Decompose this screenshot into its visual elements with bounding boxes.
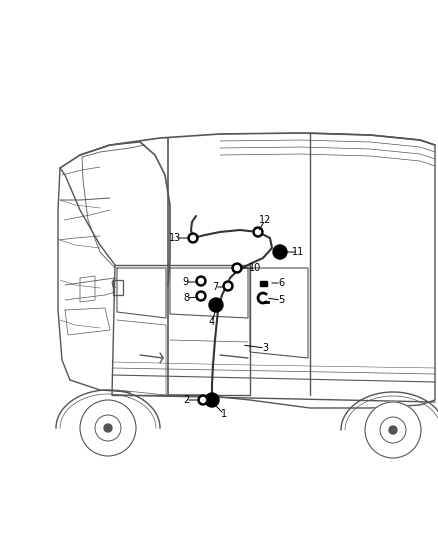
- Circle shape: [188, 233, 198, 243]
- Text: 1: 1: [221, 409, 227, 419]
- Circle shape: [198, 294, 204, 298]
- Circle shape: [223, 281, 233, 291]
- Text: 4: 4: [209, 317, 215, 327]
- Circle shape: [205, 393, 219, 407]
- Circle shape: [253, 227, 263, 237]
- Text: 7: 7: [212, 282, 218, 292]
- Circle shape: [104, 424, 112, 432]
- Text: 13: 13: [169, 233, 181, 243]
- Circle shape: [198, 395, 208, 405]
- Circle shape: [234, 265, 240, 271]
- Text: 5: 5: [278, 295, 284, 305]
- Text: 9: 9: [182, 277, 188, 287]
- Circle shape: [209, 298, 223, 312]
- Circle shape: [226, 284, 230, 288]
- Circle shape: [232, 263, 242, 273]
- Text: 12: 12: [259, 215, 271, 225]
- Text: 3: 3: [262, 343, 268, 353]
- Circle shape: [80, 400, 136, 456]
- Circle shape: [365, 402, 421, 458]
- Circle shape: [201, 398, 205, 402]
- Bar: [260, 281, 267, 286]
- Text: 11: 11: [292, 247, 304, 257]
- Text: 6: 6: [278, 278, 284, 288]
- Circle shape: [255, 230, 261, 235]
- Circle shape: [196, 291, 206, 301]
- Text: 10: 10: [249, 263, 261, 273]
- Circle shape: [389, 426, 397, 434]
- Text: 2: 2: [183, 395, 189, 405]
- Circle shape: [196, 276, 206, 286]
- Circle shape: [273, 245, 287, 259]
- Circle shape: [191, 236, 195, 240]
- Text: 8: 8: [183, 293, 189, 303]
- Circle shape: [198, 279, 204, 284]
